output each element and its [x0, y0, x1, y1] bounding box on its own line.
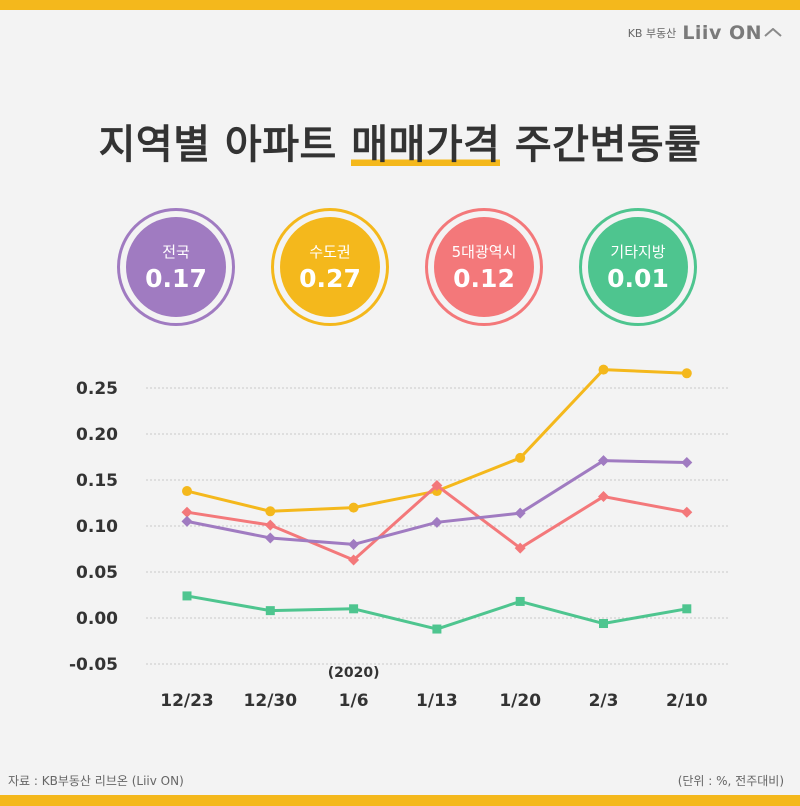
y-tick-label: 0.00	[76, 609, 118, 629]
data-point	[681, 368, 692, 379]
title-part2: 주간변동률	[500, 122, 702, 168]
badge-inner: 전국 0.17	[126, 217, 226, 317]
badge-inner: 5대광역시 0.12	[434, 217, 534, 317]
data-point	[431, 480, 443, 492]
y-tick-label: 0.10	[76, 517, 118, 537]
data-point	[598, 491, 609, 503]
data-point	[182, 591, 192, 601]
brand: KB 부동산 Liiv ON	[628, 22, 782, 44]
y-tick-label: 0.05	[76, 563, 118, 583]
data-point	[182, 486, 192, 497]
x-tick-label: 2/10	[666, 691, 708, 711]
data-point	[265, 606, 275, 616]
badge-other-regions: 기타지방 0.01	[579, 208, 697, 326]
badge-value: 0.27	[299, 264, 361, 293]
badge-value: 0.17	[145, 264, 207, 293]
data-point	[181, 515, 193, 527]
badge-label: 수도권	[309, 243, 351, 261]
data-point	[264, 532, 276, 544]
data-point	[348, 502, 359, 513]
data-point	[598, 364, 609, 375]
title-highlight: 매매가격	[351, 122, 501, 168]
badge-label: 기타지방	[610, 243, 666, 261]
data-point	[181, 506, 193, 518]
x-tick-label: 1/6	[339, 691, 369, 711]
data-point	[514, 542, 526, 554]
x-tick-label: 2/3	[589, 691, 619, 711]
data-point	[599, 619, 608, 629]
series-line	[186, 459, 687, 546]
house-icon	[764, 28, 782, 37]
badge-value: 0.01	[607, 264, 669, 293]
line-chart: -0.05 0.00 0.05 0.10 0.15 0.20 0.25 12/23 12/30 1…	[69, 364, 730, 711]
top-accent-bar	[0, 0, 800, 10]
badge-capital-area: 수도권 0.27	[271, 208, 389, 326]
data-point	[432, 624, 442, 634]
badge-label: 5대광역시	[451, 243, 517, 261]
data-point	[265, 506, 276, 517]
x-tick-label: 1/13	[416, 691, 458, 711]
data-point	[349, 604, 359, 614]
unit-note: (단위 : %, 전주대비)	[677, 774, 784, 788]
data-point	[681, 457, 693, 469]
data-point	[431, 516, 443, 528]
data-point	[348, 554, 360, 566]
data-point	[681, 506, 693, 518]
x-tick-label: 12/23	[160, 691, 214, 711]
badge-inner: 수도권 0.27	[280, 217, 380, 317]
data-point	[514, 507, 526, 519]
badge-metro-cities: 5대광역시 0.12	[425, 208, 543, 326]
data-point	[598, 455, 609, 467]
page-title: 지역별 아파트 매매가격 주간변동률	[0, 112, 800, 170]
y-tick-label: 0.20	[76, 425, 118, 445]
source-note: 자료 : KB부동산 리브온 (Liiv ON)	[8, 774, 184, 788]
badge-inner: 기타지방 0.01	[588, 217, 688, 317]
x-tick-label: 1/20	[499, 691, 541, 711]
y-tick-label: 0.25	[76, 379, 118, 399]
x-tick-label: 12/30	[244, 691, 298, 711]
data-point	[515, 452, 526, 463]
series-line	[186, 594, 688, 631]
y-tick-label: -0.05	[69, 655, 118, 675]
data-point	[515, 596, 525, 606]
y-tick-label: 0.15	[76, 471, 118, 491]
data-point	[264, 519, 276, 531]
title-part1: 지역별 아파트	[98, 122, 352, 168]
badge-label: 전국	[162, 243, 190, 261]
data-point	[348, 538, 360, 550]
data-point	[682, 604, 692, 614]
badge-nationwide: 전국 0.17	[117, 208, 235, 326]
brand-logo: Liiv ON	[682, 22, 782, 44]
bottom-accent-bar	[0, 795, 800, 806]
badge-value: 0.12	[453, 264, 515, 293]
brand-text: KB 부동산	[627, 27, 677, 40]
year-label: (2020)	[328, 665, 380, 681]
brand-logo-text: Liiv ON	[682, 22, 762, 44]
